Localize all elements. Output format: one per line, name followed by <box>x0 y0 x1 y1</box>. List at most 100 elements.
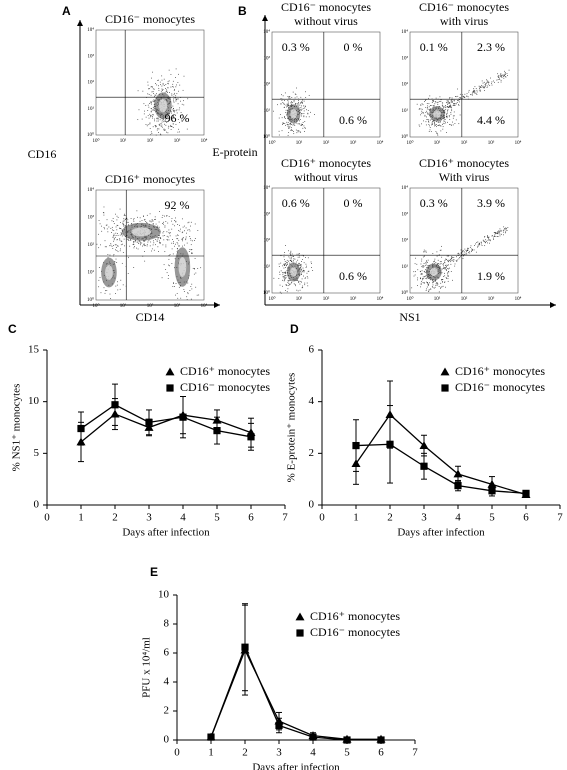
event-dot <box>287 260 289 262</box>
event-dot <box>151 219 153 221</box>
event-dots <box>273 87 315 136</box>
event-dot <box>184 225 185 227</box>
event-dot <box>116 219 118 221</box>
event-dot <box>146 243 148 245</box>
event-dot <box>156 120 158 122</box>
event-dot <box>422 278 424 279</box>
event-dot <box>304 105 306 107</box>
event-dot <box>123 218 125 220</box>
event-dot <box>290 251 292 253</box>
data-marker <box>207 733 215 741</box>
event-dot <box>173 241 174 243</box>
event-dot <box>430 108 432 110</box>
event-dot <box>434 124 436 126</box>
event-dot <box>156 93 157 95</box>
event-dot <box>190 286 192 287</box>
event-dot <box>106 290 108 291</box>
event-dot <box>456 102 458 103</box>
event-dot <box>149 213 151 215</box>
plot-title: CD16⁻ monocytes <box>281 0 371 14</box>
event-dot <box>505 76 507 78</box>
event-dot <box>279 284 281 286</box>
event-dot <box>166 90 168 92</box>
event-dot <box>285 124 286 126</box>
event-dot <box>146 214 148 216</box>
event-dot <box>443 118 445 120</box>
event-dot <box>154 118 155 120</box>
log-tick-label: 10² <box>88 242 95 248</box>
event-dot <box>288 250 289 252</box>
event-dot <box>156 84 158 86</box>
event-dot <box>448 106 450 108</box>
event-dot <box>167 278 169 279</box>
event-dot <box>449 97 450 99</box>
event-dot <box>432 124 433 125</box>
event-dot <box>299 283 301 285</box>
event-dot <box>447 106 449 108</box>
event-dot <box>425 272 427 273</box>
event-dot <box>286 106 287 108</box>
event-dot <box>104 292 106 294</box>
event-dot <box>451 257 453 259</box>
event-dot <box>169 232 171 233</box>
event-dot <box>128 240 130 241</box>
event-dot <box>448 116 450 118</box>
event-dot <box>284 123 286 124</box>
event-dot <box>181 232 183 234</box>
event-dot <box>167 127 169 129</box>
event-dot <box>300 102 301 104</box>
legend-marker <box>166 384 174 392</box>
event-dot <box>295 261 297 263</box>
event-dot <box>449 260 451 261</box>
event-dot <box>111 220 113 222</box>
event-dot <box>491 235 493 237</box>
event-dot <box>460 251 462 253</box>
event-dot <box>153 92 154 94</box>
log-tick-label: 10⁴ <box>87 187 94 193</box>
event-dot <box>436 102 438 104</box>
event-dot <box>431 121 433 123</box>
event-dot <box>163 264 165 266</box>
event-dot <box>432 287 434 288</box>
axis-label: NS1 <box>399 310 420 324</box>
event-dot <box>124 219 126 220</box>
event-dot <box>470 94 471 96</box>
event-dot <box>489 84 491 86</box>
event-dot <box>297 131 299 133</box>
event-dot <box>434 125 436 127</box>
event-dot <box>446 132 447 133</box>
event-dot <box>145 116 147 118</box>
event-dot <box>167 236 169 238</box>
event-dot <box>187 282 189 284</box>
event-dot <box>299 264 301 266</box>
event-dot <box>284 92 286 94</box>
event-dot <box>462 94 463 96</box>
event-dot <box>124 215 126 216</box>
legend-marker <box>295 612 305 621</box>
event-dot <box>180 228 181 230</box>
x-tick-label: 3 <box>146 512 152 524</box>
event-dot <box>171 248 173 250</box>
event-dot <box>442 263 444 264</box>
event-dot <box>476 242 478 243</box>
event-dot <box>177 234 179 236</box>
event-dot <box>435 97 437 99</box>
log-tick-label: 10² <box>461 296 468 302</box>
log-tick-label: 10³ <box>264 55 271 61</box>
event-dot <box>170 124 172 126</box>
event-dot <box>303 108 305 109</box>
event-dot <box>437 133 438 135</box>
event-dot <box>171 119 173 121</box>
event-dot <box>437 283 439 285</box>
event-dot <box>485 83 487 85</box>
event-dot <box>157 238 159 240</box>
event-dot <box>150 102 152 104</box>
event-dot <box>428 119 430 121</box>
event-dot <box>197 230 199 231</box>
event-dot <box>440 286 442 288</box>
event-dot <box>492 237 494 239</box>
event-dot <box>305 267 307 268</box>
event-dot <box>172 83 174 85</box>
event-dot <box>112 248 114 249</box>
event-dot <box>289 259 291 261</box>
